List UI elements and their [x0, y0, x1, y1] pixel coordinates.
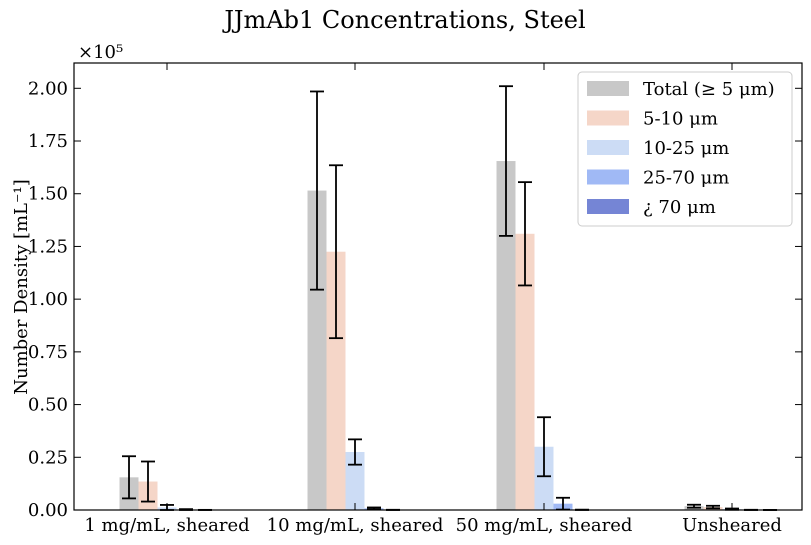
y-tick-label: 0.75	[28, 342, 68, 363]
y-tick-label: 1.50	[28, 184, 68, 205]
legend-label: 25-70 μm	[643, 168, 729, 189]
y-tick-label: 1.75	[28, 131, 68, 152]
y-tick-label: 2.00	[28, 78, 68, 99]
y-tick-label: 1.25	[28, 236, 68, 257]
bar	[326, 251, 346, 510]
chart-title: JJmAb1 Concentrations, Steel	[221, 6, 585, 34]
bar	[534, 446, 554, 510]
plot-area: 0.00 0.25 0.50 0.75 1.00 1.25 1.50 1.75 2.00 1 mg…	[28, 62, 803, 536]
x-tick-label: Unsheared	[682, 515, 782, 536]
legend-swatch	[587, 140, 629, 155]
bar	[307, 190, 327, 511]
y-axis-label: Number Density [mL⁻¹]	[11, 179, 32, 395]
x-tick-label: 50 mg/mL, sheared	[456, 515, 633, 536]
legend-box	[577, 71, 793, 227]
legend-swatch	[587, 199, 629, 214]
y-scale-label: ×10⁵	[78, 42, 123, 63]
y-tick-label: 1.00	[28, 289, 68, 310]
y-tick-label: 0.50	[28, 395, 68, 416]
legend-label: Total (≥ 5 μm)	[643, 79, 775, 100]
x-tick-label: 10 mg/mL, sheared	[267, 515, 444, 536]
legend-swatch	[587, 110, 629, 126]
legend-swatch	[587, 81, 629, 96]
legend-label: 10-25 μm	[643, 138, 729, 159]
y-tick-label: 0.00	[28, 500, 68, 521]
y-tick-label: 0.25	[28, 447, 68, 468]
bar	[496, 161, 516, 511]
legend-label: 5-10 μm	[643, 109, 718, 130]
bar	[345, 452, 365, 510]
plot-frame	[73, 62, 803, 511]
legend-swatch	[587, 169, 629, 185]
bar	[515, 233, 535, 511]
legend: Total (≥ 5 μm) 5-10 μm 10-25 μm 25-70 μm ¿ 7…	[577, 71, 793, 227]
x-tick-label: 1 mg/mL, sheared	[84, 515, 249, 536]
legend-label: ¿ 70 μm	[643, 197, 716, 218]
